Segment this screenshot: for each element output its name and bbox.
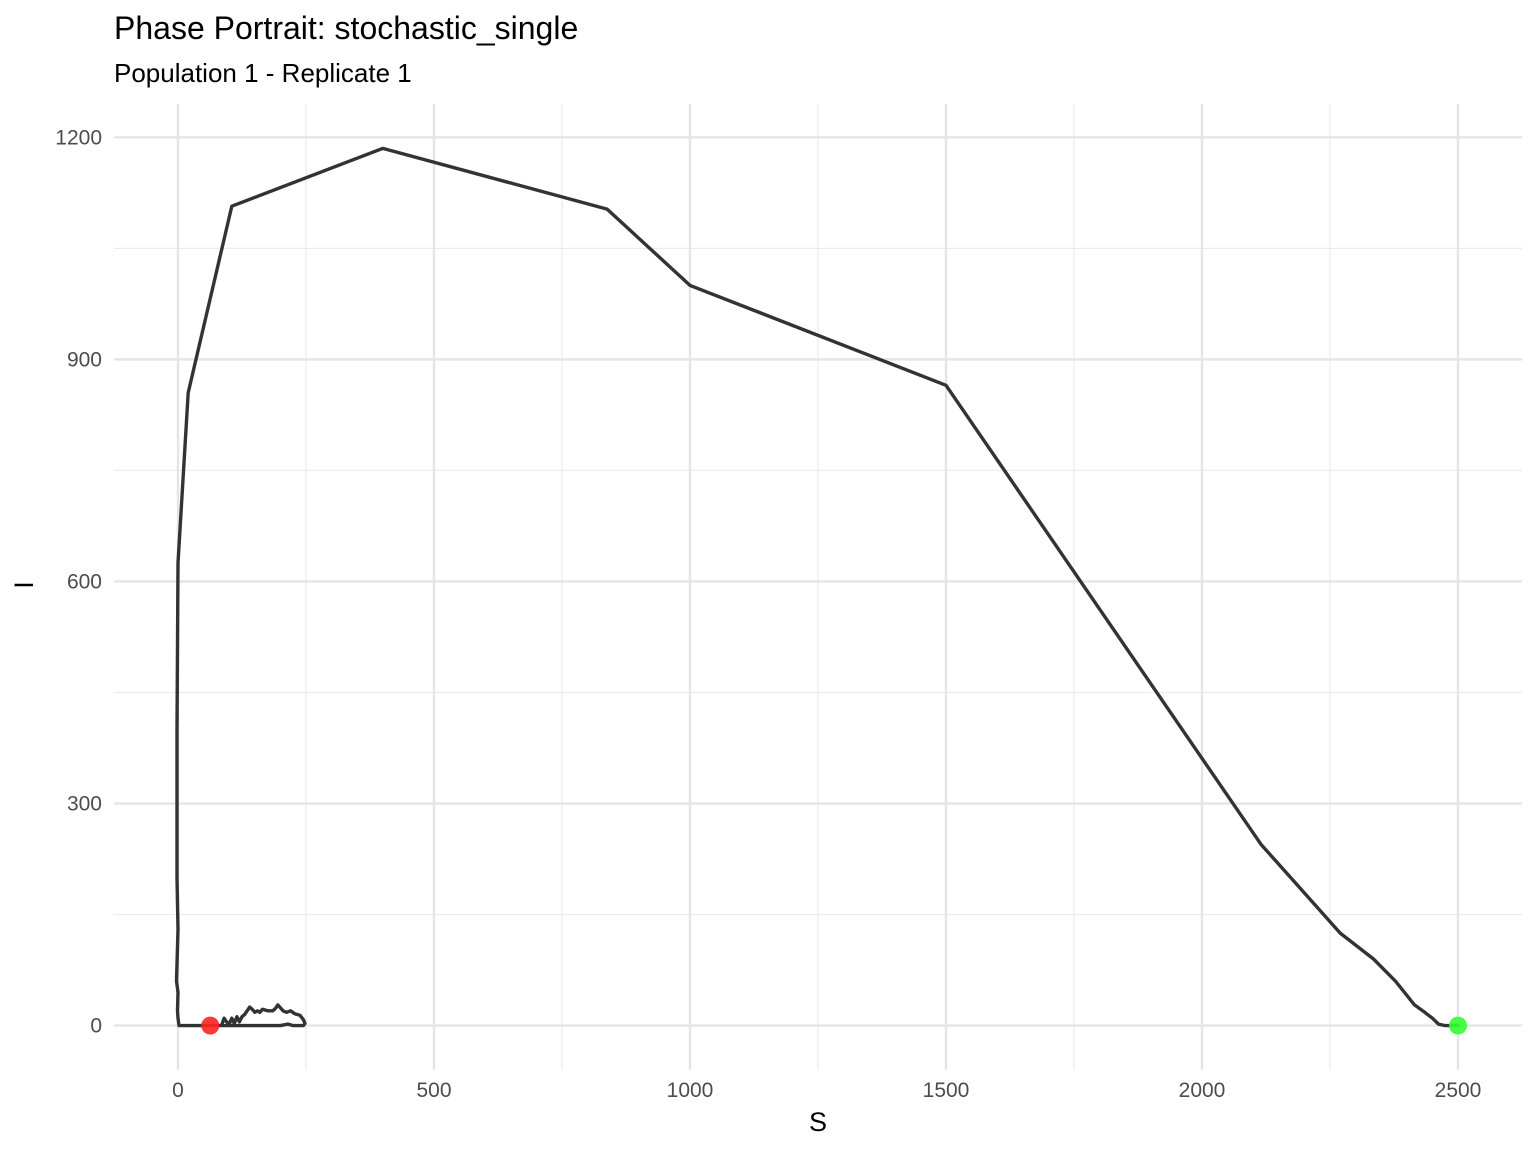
- y-axis-tick-labels: 0 300 600 900 1200: [55, 126, 102, 1037]
- x-axis-tick-labels: 0 500 1000 1500 2000 2500: [172, 1079, 1481, 1102]
- start-point-marker: [1449, 1016, 1467, 1035]
- trajectory-line: [174, 146, 1460, 1028]
- y-tick-label: 600: [67, 570, 102, 593]
- y-tick-label: 0: [90, 1015, 102, 1038]
- chart-subtitle: Population 1 - Replicate 1: [114, 58, 412, 88]
- major-gridlines: [114, 104, 1522, 1070]
- x-tick-label: 2000: [1179, 1079, 1226, 1102]
- x-tick-label: 2500: [1435, 1079, 1482, 1102]
- x-tick-label: 0: [172, 1079, 184, 1102]
- y-tick-label: 1200: [55, 126, 102, 149]
- trajectory-layer: [174, 146, 1460, 1028]
- y-tick-label: 900: [67, 348, 102, 371]
- x-tick-label: 500: [416, 1079, 451, 1102]
- minor-gridlines: [114, 104, 1522, 1070]
- y-tick-label: 300: [67, 793, 102, 816]
- x-tick-label: 1000: [667, 1079, 714, 1102]
- endpoint-markers: [201, 1016, 1467, 1035]
- x-tick-label: 1500: [923, 1079, 970, 1102]
- x-axis-title: S: [809, 1107, 827, 1137]
- chart-title: Phase Portrait: stochastic_single: [114, 10, 579, 46]
- y-axis-title: I: [9, 581, 39, 589]
- end-point-marker: [201, 1016, 220, 1035]
